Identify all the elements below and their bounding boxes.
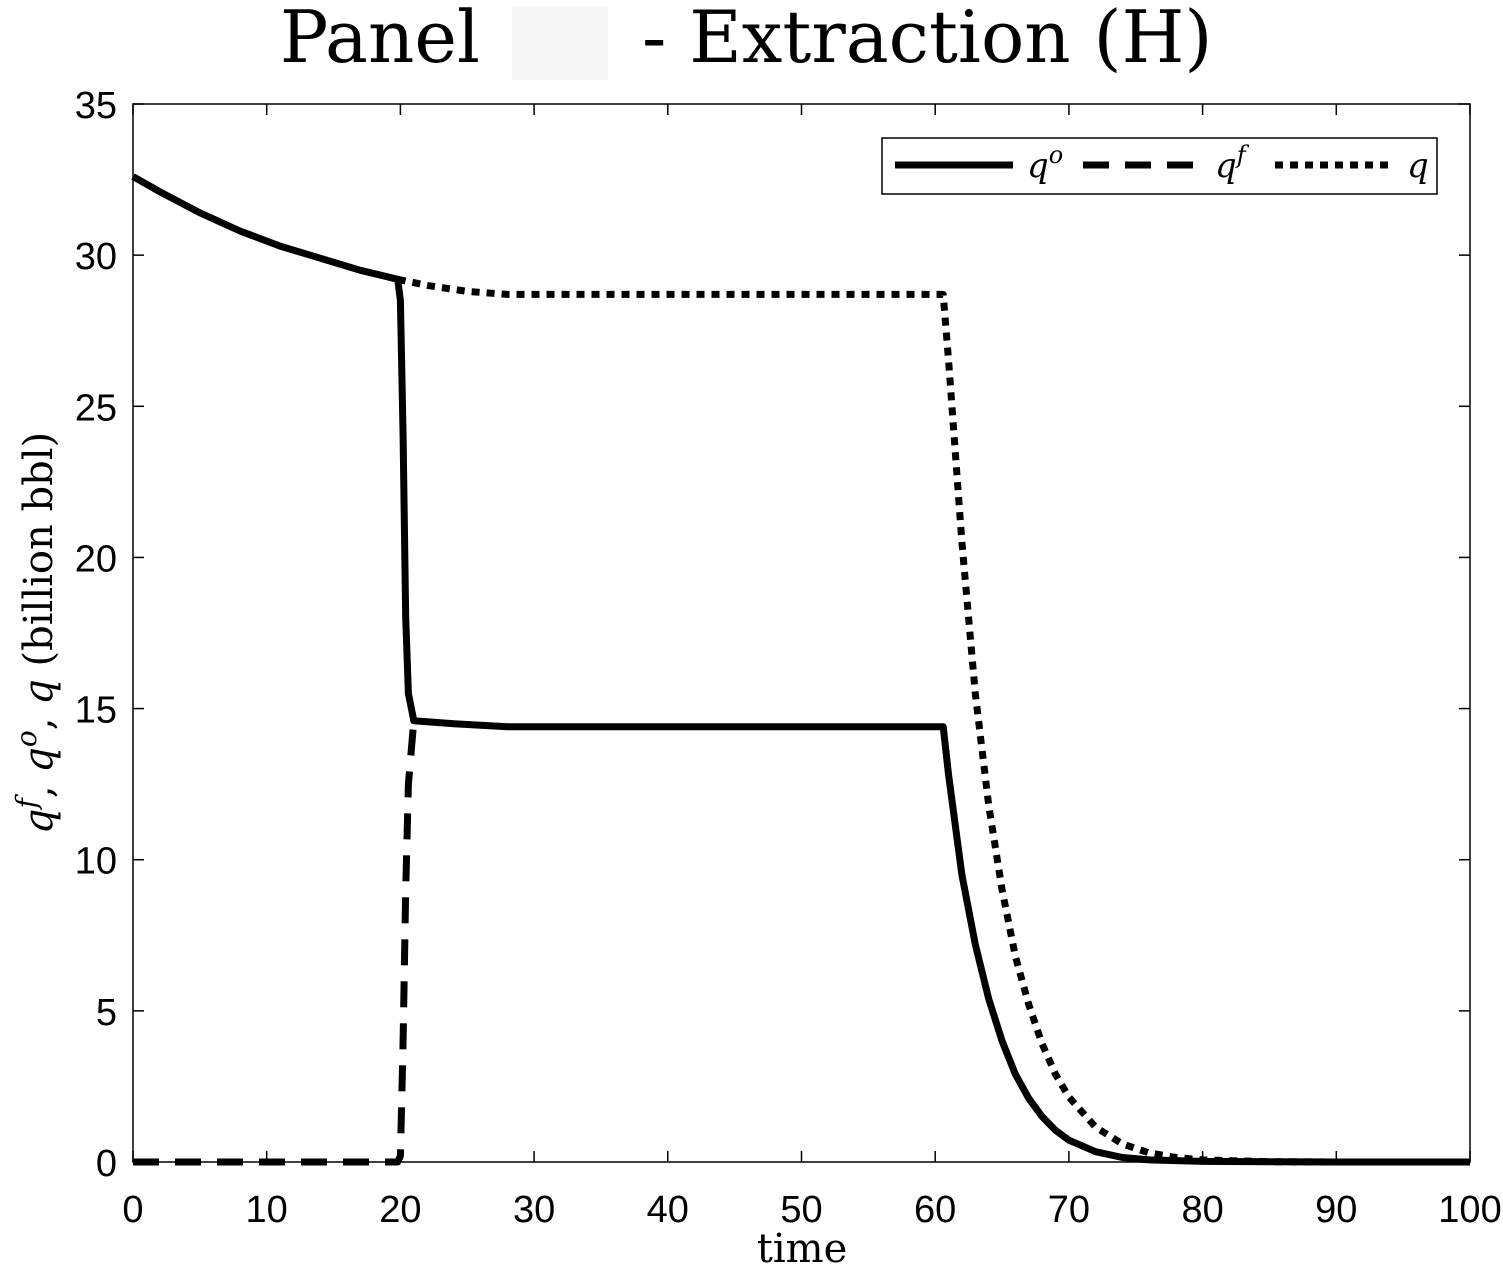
y-axis-label: qf, qo, q (billion bbl) — [10, 432, 62, 834]
legend-label-base: q — [1027, 146, 1049, 186]
y-tick-label: 5 — [96, 992, 117, 1034]
legend-label-base: q — [1407, 146, 1429, 186]
y-tick-label: 15 — [75, 690, 117, 732]
x-tick-label: 70 — [1048, 1189, 1090, 1231]
y-label-separator — [16, 666, 62, 679]
y-tick-label: 0 — [96, 1143, 117, 1185]
y-label-symbol: q — [16, 679, 62, 705]
title-redaction — [512, 6, 608, 80]
legend-label-superscript: o — [1049, 141, 1063, 169]
series-line-dotted — [396, 275, 1470, 1166]
y-tick-label: 35 — [75, 85, 117, 127]
series-layer — [131, 173, 1470, 1166]
legend: qo qf q — [881, 137, 1438, 195]
y-label-symbol: q — [16, 747, 62, 773]
x-tick-label: 20 — [379, 1189, 421, 1231]
series-line-dashed — [133, 720, 418, 1166]
series-line-solid — [131, 173, 1470, 1166]
y-tick-label: 20 — [75, 538, 117, 580]
legend-label: q — [1407, 146, 1429, 186]
chart-title-right: - Extraction (H) — [642, 0, 1213, 79]
legend-label: qo — [1027, 141, 1063, 186]
chart-title-left: Panel — [280, 0, 480, 79]
x-tick-label: 40 — [647, 1189, 689, 1231]
y-label-superscript: o — [10, 730, 43, 747]
chart-title: Panel - Extraction (H) — [280, 0, 1213, 80]
legend-box — [881, 137, 1438, 195]
x-tick-label: 100 — [1438, 1189, 1501, 1231]
x-axis-label: time — [757, 1226, 847, 1272]
x-tick-label: 80 — [1181, 1189, 1223, 1231]
y-label-symbol: q — [16, 809, 62, 835]
y-tick-labels: 0 5 10 15 20 25 30 35 — [75, 85, 117, 1185]
y-tick-label: 30 — [75, 236, 117, 278]
y-label-separator: , — [16, 705, 62, 730]
x-tick-label: 60 — [914, 1189, 956, 1231]
legend-label-base: q — [1215, 146, 1237, 186]
y-tick-label: 10 — [75, 841, 117, 883]
y-label-units: (billion bbl) — [16, 432, 62, 667]
x-tick-labels: 0 10 20 30 40 50 60 70 80 90 100 — [122, 1189, 1501, 1231]
y-tick-label: 25 — [75, 387, 117, 429]
x-tick-label: 30 — [513, 1189, 555, 1231]
x-tick-label: 50 — [780, 1189, 822, 1231]
x-tick-label: 0 — [122, 1189, 143, 1231]
x-tick-label: 90 — [1315, 1189, 1357, 1231]
x-tick-label: 10 — [246, 1189, 288, 1231]
y-label-separator: , — [16, 773, 62, 798]
